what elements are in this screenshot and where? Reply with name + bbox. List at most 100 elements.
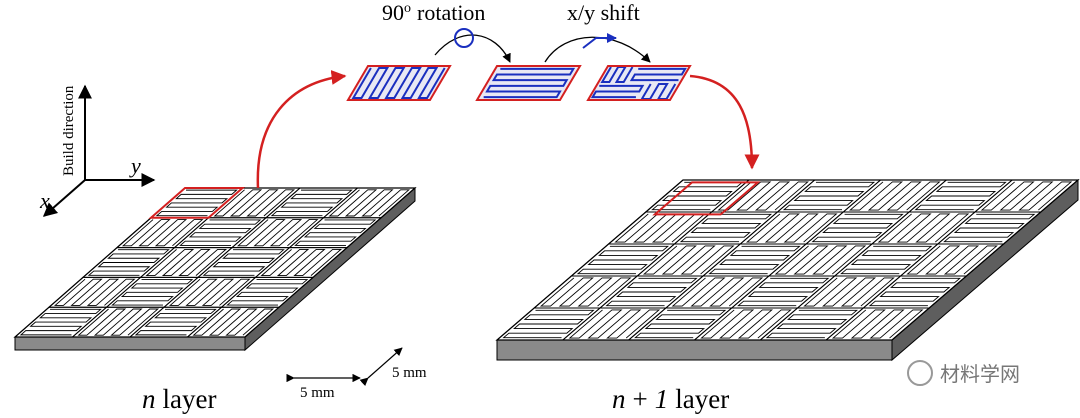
scan-track bbox=[213, 189, 296, 217]
scan-track bbox=[708, 245, 801, 275]
dim-line bbox=[359, 347, 403, 387]
island bbox=[186, 306, 281, 338]
axis-y-label: y bbox=[129, 153, 141, 178]
scan-track bbox=[849, 181, 941, 211]
scan-track bbox=[774, 245, 867, 275]
scan-track bbox=[483, 67, 576, 99]
scan-track bbox=[155, 189, 238, 217]
scan-track bbox=[737, 277, 830, 307]
scan-track bbox=[270, 189, 353, 217]
scan-track bbox=[19, 308, 102, 336]
scan-track bbox=[765, 309, 858, 339]
scan-track bbox=[745, 213, 838, 243]
scan-track bbox=[671, 277, 764, 307]
rotation-icon bbox=[454, 28, 474, 48]
scan-track bbox=[640, 83, 677, 100]
scan-track bbox=[943, 213, 1036, 243]
scan-track bbox=[202, 249, 285, 276]
shift-icon bbox=[582, 33, 617, 49]
highlight-island bbox=[148, 187, 246, 219]
word: layer bbox=[675, 384, 729, 414]
red-arrow bbox=[689, 74, 760, 170]
dim-label: 5 mm bbox=[300, 385, 335, 401]
scan-track bbox=[629, 67, 687, 82]
scan-track bbox=[236, 219, 319, 247]
black-arrow bbox=[434, 34, 511, 63]
scan-track bbox=[145, 248, 228, 277]
scan-track bbox=[53, 278, 136, 306]
axis-x-label: x bbox=[39, 188, 50, 213]
scan-track bbox=[840, 245, 933, 275]
scan-track bbox=[539, 277, 632, 307]
scan-track bbox=[351, 67, 446, 99]
island-outline bbox=[346, 65, 452, 101]
island bbox=[824, 307, 931, 341]
scan-track bbox=[192, 308, 275, 336]
scan-track bbox=[77, 308, 160, 336]
highlight-island bbox=[652, 181, 761, 216]
dimensions bbox=[286, 347, 403, 387]
scan-track bbox=[111, 279, 194, 306]
watermark-text: 材料学网 bbox=[940, 362, 1020, 386]
scan-track bbox=[260, 248, 343, 277]
slab-front bbox=[14, 336, 246, 351]
scan-track bbox=[134, 308, 217, 336]
rotation-number: 90 bbox=[382, 0, 404, 25]
layer-n1-label: n +1 layer bbox=[612, 384, 729, 414]
slab-front bbox=[496, 339, 893, 361]
var: n bbox=[612, 384, 626, 414]
dim-label: 5 mm bbox=[392, 365, 427, 381]
word: layer bbox=[163, 384, 217, 414]
scan-track bbox=[782, 181, 876, 211]
black-arrow bbox=[544, 36, 651, 63]
scan-track bbox=[803, 277, 895, 307]
scan-track bbox=[328, 189, 411, 217]
scan-track bbox=[294, 219, 377, 246]
island-fill bbox=[588, 66, 690, 100]
scan-track bbox=[651, 181, 744, 211]
island-outline bbox=[475, 65, 582, 101]
build-direction: Build direction bbox=[61, 85, 77, 176]
scan-track bbox=[811, 213, 904, 243]
scan-track bbox=[168, 278, 251, 306]
scan-track bbox=[914, 181, 1007, 211]
scan-track bbox=[906, 245, 998, 275]
scan-track bbox=[868, 277, 962, 307]
red-arrow bbox=[256, 70, 347, 189]
rotation-superscript: o bbox=[404, 1, 411, 16]
scan-track bbox=[605, 277, 698, 307]
scan-track bbox=[226, 279, 309, 306]
axes bbox=[42, 84, 156, 217]
scan-track bbox=[502, 309, 595, 339]
op: + bbox=[633, 384, 648, 414]
scan-track bbox=[980, 181, 1073, 211]
scan-track bbox=[87, 249, 170, 276]
scan-track bbox=[121, 219, 204, 247]
watermark-icon bbox=[907, 360, 933, 386]
scan-track bbox=[568, 309, 661, 339]
island-outline bbox=[586, 65, 692, 101]
shift-label: x/y shift bbox=[567, 0, 640, 25]
scan-track bbox=[590, 84, 645, 99]
scan-track bbox=[831, 309, 924, 339]
scan-track bbox=[679, 213, 773, 243]
scan-track bbox=[576, 245, 670, 275]
axis-x bbox=[42, 179, 86, 217]
scan-track bbox=[600, 66, 634, 83]
arrows bbox=[256, 28, 760, 189]
slabs bbox=[13, 178, 1080, 362]
rotation-word: rotation bbox=[417, 0, 485, 25]
islands bbox=[346, 65, 692, 101]
scan-track bbox=[877, 213, 970, 243]
watermark: 材料学网 bbox=[907, 360, 1020, 386]
scan-track bbox=[179, 219, 262, 246]
layer-n-label: n layer bbox=[142, 384, 216, 414]
rotation-label: 90o rotation bbox=[382, 0, 485, 25]
scan-track bbox=[614, 213, 706, 243]
scan-track bbox=[642, 245, 735, 275]
scan-track bbox=[700, 309, 792, 339]
scan-track bbox=[717, 181, 809, 211]
num: 1 bbox=[655, 384, 669, 414]
var: n bbox=[142, 384, 156, 414]
